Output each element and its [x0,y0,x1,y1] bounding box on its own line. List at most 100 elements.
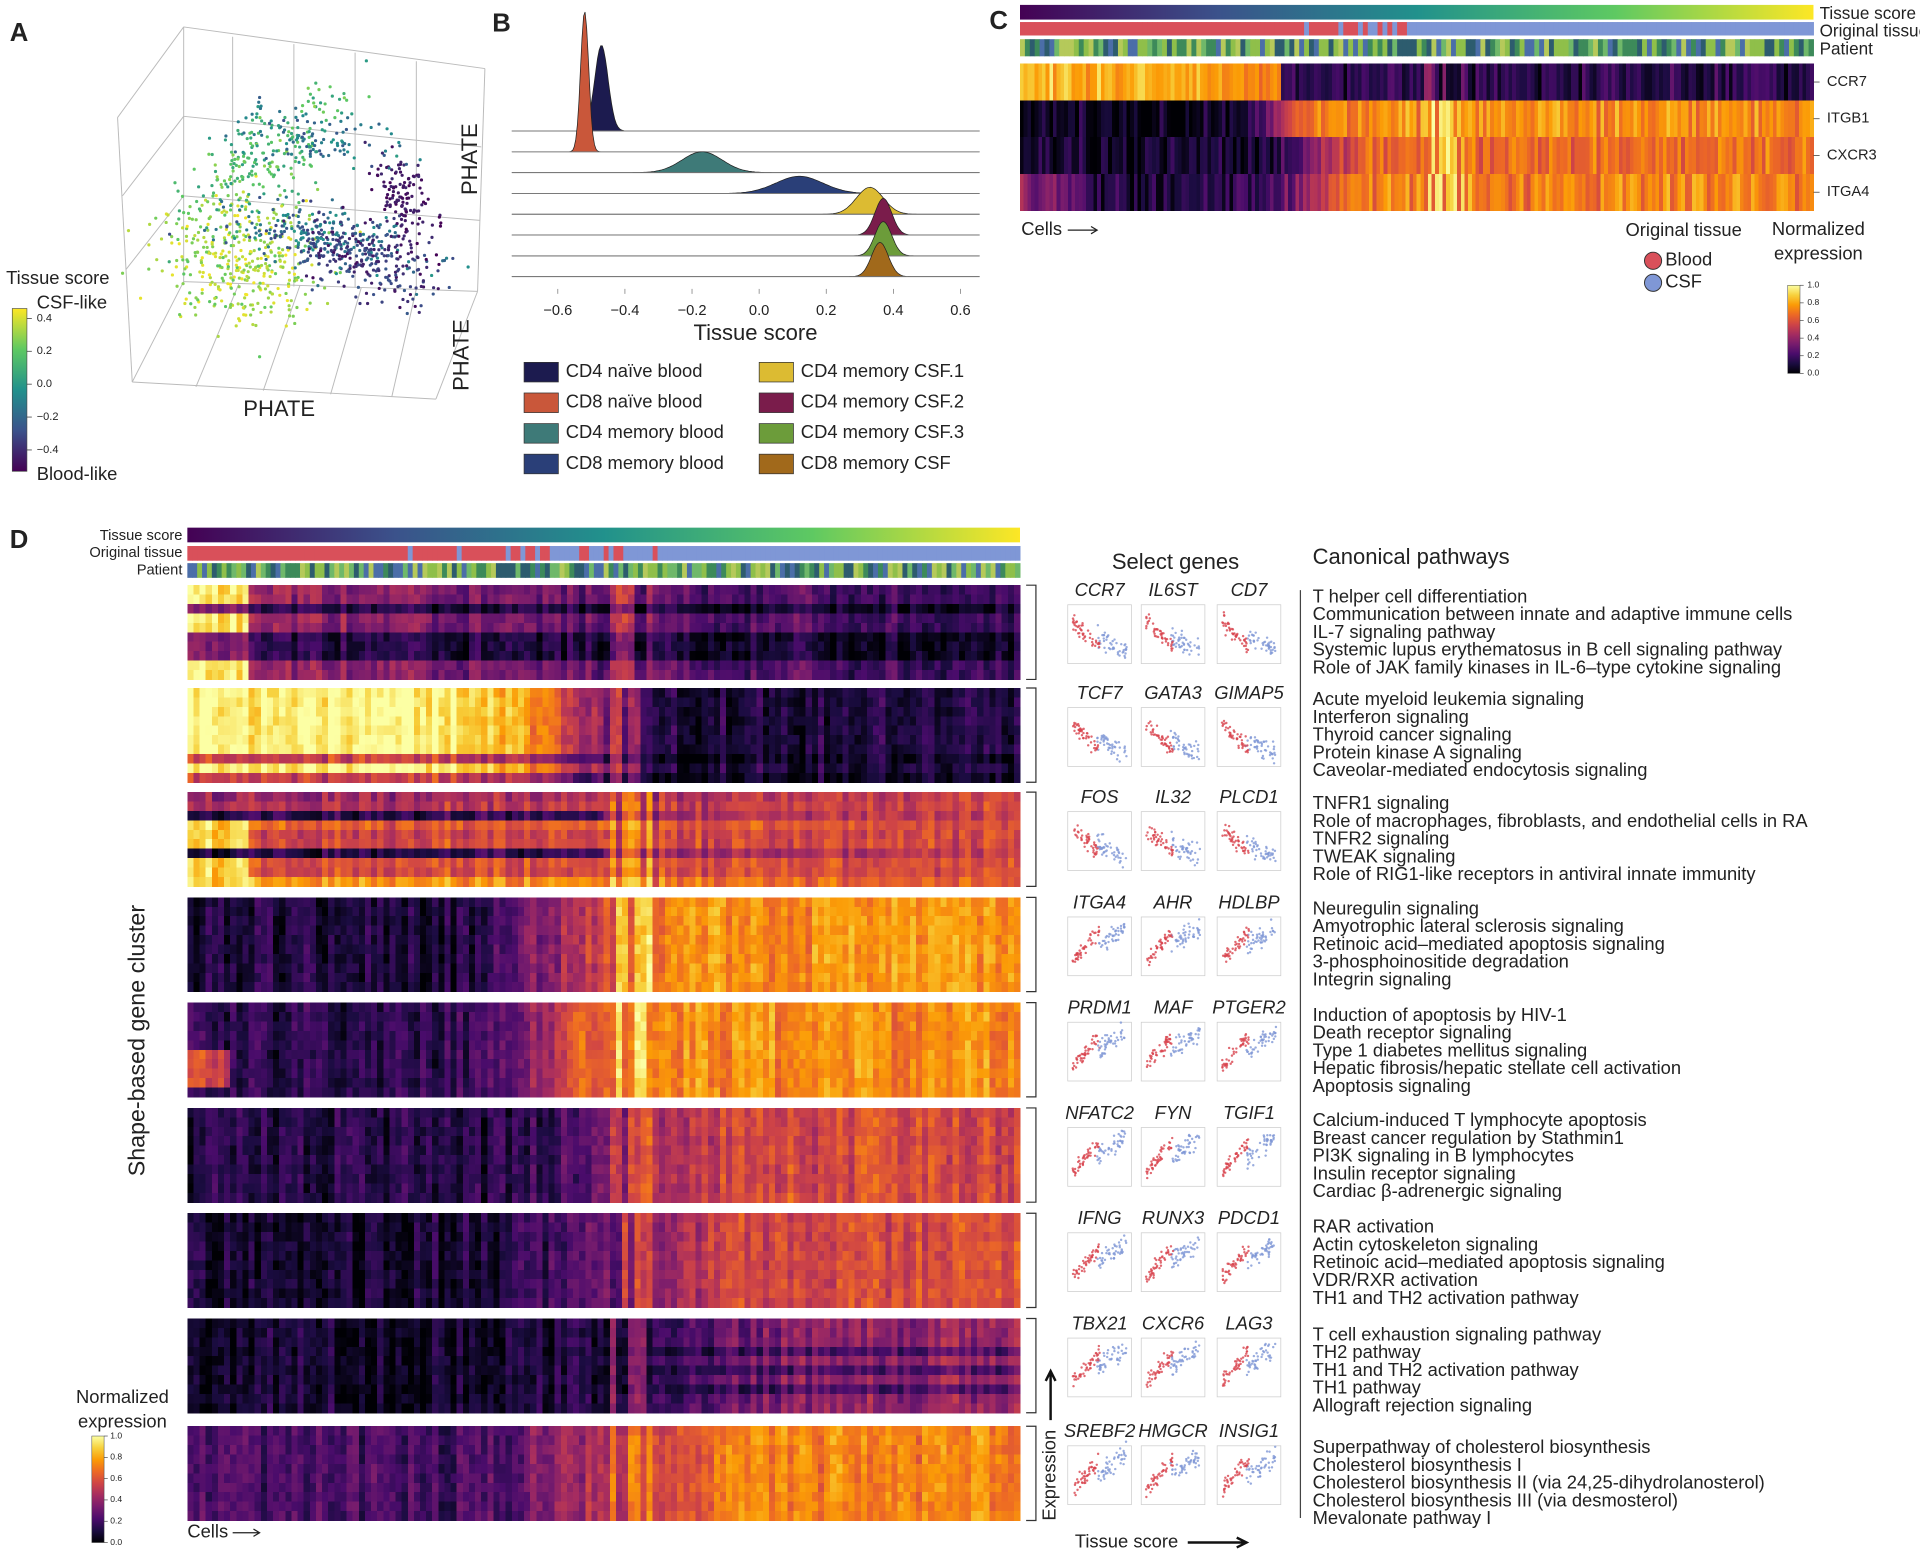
heatmap-cell [315,613,323,624]
cell-point [444,256,449,260]
heatmap-cell [1078,63,1084,101]
tissue-stripe [1313,22,1320,36]
heatmap-cell [928,585,935,596]
cell-point [399,243,403,247]
heatmap-row [1020,100,1815,138]
patient-stripe [1211,39,1217,57]
heatmap-cell [273,754,280,765]
heatmap-cell [322,772,329,783]
cell-point [397,140,401,145]
heatmap-cell [1034,173,1039,212]
heatmap-cell [217,716,225,727]
heatmap-cell [952,604,960,615]
heatmap-cell [1007,632,1015,643]
heatmap-cell [542,641,550,652]
heatmap-cell [1622,137,1627,175]
heatmap-cell [707,604,715,615]
cell-point [220,276,224,280]
heatmap-cell [1207,100,1212,138]
cell-point [273,229,277,233]
heatmap-cell [897,585,905,596]
heatmap-cell [1310,137,1315,175]
heatmap-cell [230,772,237,783]
heatmap-cell [1479,137,1484,175]
heatmap-cell [1431,100,1436,138]
patient-stripe [1406,39,1413,57]
heatmap-cell [1637,137,1642,175]
gene-point [1190,649,1193,653]
heatmap-cell [701,670,709,681]
cell-point [301,114,305,118]
heatmap-cell [260,772,268,783]
tissue-stripe [1715,22,1721,36]
heatmap-cell [609,632,617,643]
heatmap-cell [1633,100,1638,138]
heatmap-cell [273,688,280,699]
heatmap-cell [1482,137,1488,175]
heatmap-cell [224,772,231,783]
heatmap-cell [487,585,495,596]
heatmap-cell [199,660,207,671]
cell-point [368,217,373,222]
patient-stripe [1597,39,1604,57]
heatmap-cell [787,641,795,652]
heatmap-cell [1192,100,1197,138]
heatmap-cell [1740,63,1745,101]
heatmap-cell [995,585,1003,596]
heatmap-cell [1780,173,1785,212]
heatmap-cell [1714,137,1719,175]
heatmap-cell [1082,100,1087,138]
heatmap-cell [1277,100,1282,138]
tissue-stripe [1740,22,1746,36]
heatmap-cell [1740,100,1745,138]
cell-point [245,293,249,297]
heatmap-cell [1530,100,1535,138]
heatmap-cell [309,670,317,681]
heatmap-cell [1097,100,1102,138]
cell-point [347,237,352,241]
heatmap-cell [193,754,201,765]
heatmap-cell [401,754,409,765]
heatmap-cell [248,744,256,755]
heatmap-cell [1225,100,1230,138]
tissue-stripe [1127,22,1134,36]
heatmap-cell [915,641,923,652]
heatmap-cell [407,622,415,633]
legend-swatch [523,423,559,444]
heatmap-cell [1380,137,1385,175]
heatmap-cell [1784,63,1789,101]
heatmap-cell [242,706,250,717]
heatmap-cell [315,735,323,746]
heatmap-cell [273,716,280,727]
heatmap-cell [444,613,452,624]
heatmap-cell [1115,137,1120,175]
tissue-stripe [1558,22,1565,36]
heatmap-cell [1515,173,1521,212]
cell-point [176,189,180,193]
heatmap-cell [1013,670,1021,681]
heatmap-cell [273,772,280,783]
panel-label: B [492,9,511,37]
cell-point [180,255,184,259]
tissue-stripe [1201,22,1207,36]
heatmap-cell [811,660,819,671]
patient-stripe [1230,39,1236,57]
cell-point [367,253,372,257]
heatmap-cell [1471,137,1477,175]
heatmap-cell [848,613,856,624]
heatmap-cell [1031,100,1036,138]
gene-point [1118,649,1121,653]
cell-point [276,218,280,223]
tissue-stripe [246,546,252,561]
heatmap-cell [1427,100,1433,138]
cell-point [310,288,314,292]
heatmap-cell [1174,100,1179,138]
heatmap-cell [879,594,886,605]
cell-point [384,215,388,220]
heatmap-cell [1391,137,1396,175]
gene-point [1271,648,1274,652]
heatmap-cell [664,622,672,633]
heatmap-cell [1530,173,1535,212]
patient-stripe [637,563,644,578]
cell-point [229,162,233,166]
